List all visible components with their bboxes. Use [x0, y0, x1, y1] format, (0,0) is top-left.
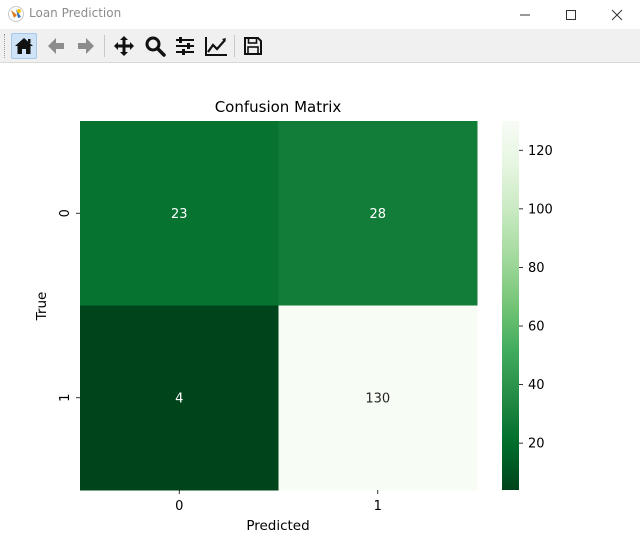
heatmap-cells: 23 28 4 130	[80, 121, 478, 491]
colorbar-tick-label: 40	[528, 378, 545, 393]
y-tick-label: 0	[58, 209, 73, 217]
close-button[interactable]	[594, 0, 640, 29]
colorbar-tick-label: 100	[528, 202, 553, 217]
heatmap-cell	[80, 305, 279, 491]
back-button[interactable]	[43, 33, 69, 59]
maximize-button[interactable]	[548, 0, 594, 29]
configure-subplots-icon	[176, 37, 194, 55]
colorbar-axis: 20 40 60 80 100 120	[519, 144, 553, 452]
minimize-button[interactable]	[502, 0, 548, 29]
zoom-icon	[145, 36, 166, 57]
back-arrow-icon	[48, 38, 64, 54]
navigation-toolbar	[0, 29, 640, 63]
heatmap-cell	[278, 121, 478, 306]
save-icon	[244, 37, 262, 55]
close-icon	[611, 9, 623, 20]
y-axis: 01	[58, 209, 80, 402]
pan-button[interactable]	[111, 33, 137, 59]
minimize-icon	[520, 14, 530, 15]
x-tick-label: 0	[175, 499, 183, 514]
toolbar-separator	[104, 35, 105, 57]
toolbar-separator	[234, 35, 235, 57]
home-icon	[15, 38, 33, 54]
cell-value-label: 4	[175, 391, 183, 406]
colorbar-tick-label: 80	[528, 261, 545, 276]
pan-icon	[114, 36, 134, 56]
x-tick-label: 1	[374, 499, 382, 514]
heatmap-cell	[278, 305, 478, 491]
maximize-icon	[566, 9, 576, 20]
forward-button[interactable]	[73, 33, 99, 59]
chart-title: Confusion Matrix	[215, 98, 342, 116]
toolbar-grip	[4, 34, 7, 58]
configure-subplots-button[interactable]	[172, 33, 198, 59]
colorbar-tick-label: 60	[528, 320, 545, 335]
x-axis-label: Predicted	[246, 518, 309, 534]
heatmap-cell	[80, 121, 279, 306]
window-title: Loan Prediction	[29, 6, 122, 20]
forward-arrow-icon	[78, 38, 94, 54]
colorbar	[502, 121, 519, 490]
y-tick-label: 1	[58, 394, 73, 402]
edit-axis-icon	[205, 37, 227, 56]
save-button[interactable]	[240, 33, 266, 59]
cell-value-label: 28	[369, 207, 386, 222]
cell-value-label: 23	[171, 207, 188, 222]
y-axis-label: True	[34, 292, 50, 322]
zoom-button[interactable]	[142, 33, 168, 59]
cell-value-label: 130	[365, 391, 390, 406]
app-icon	[8, 6, 24, 22]
window-titlebar: Loan Prediction	[0, 0, 640, 29]
colorbar-tick-label: 20	[528, 437, 545, 452]
edit-axis-button[interactable]	[203, 33, 229, 59]
home-button[interactable]	[11, 33, 37, 59]
colorbar-tick-label: 120	[528, 144, 553, 159]
